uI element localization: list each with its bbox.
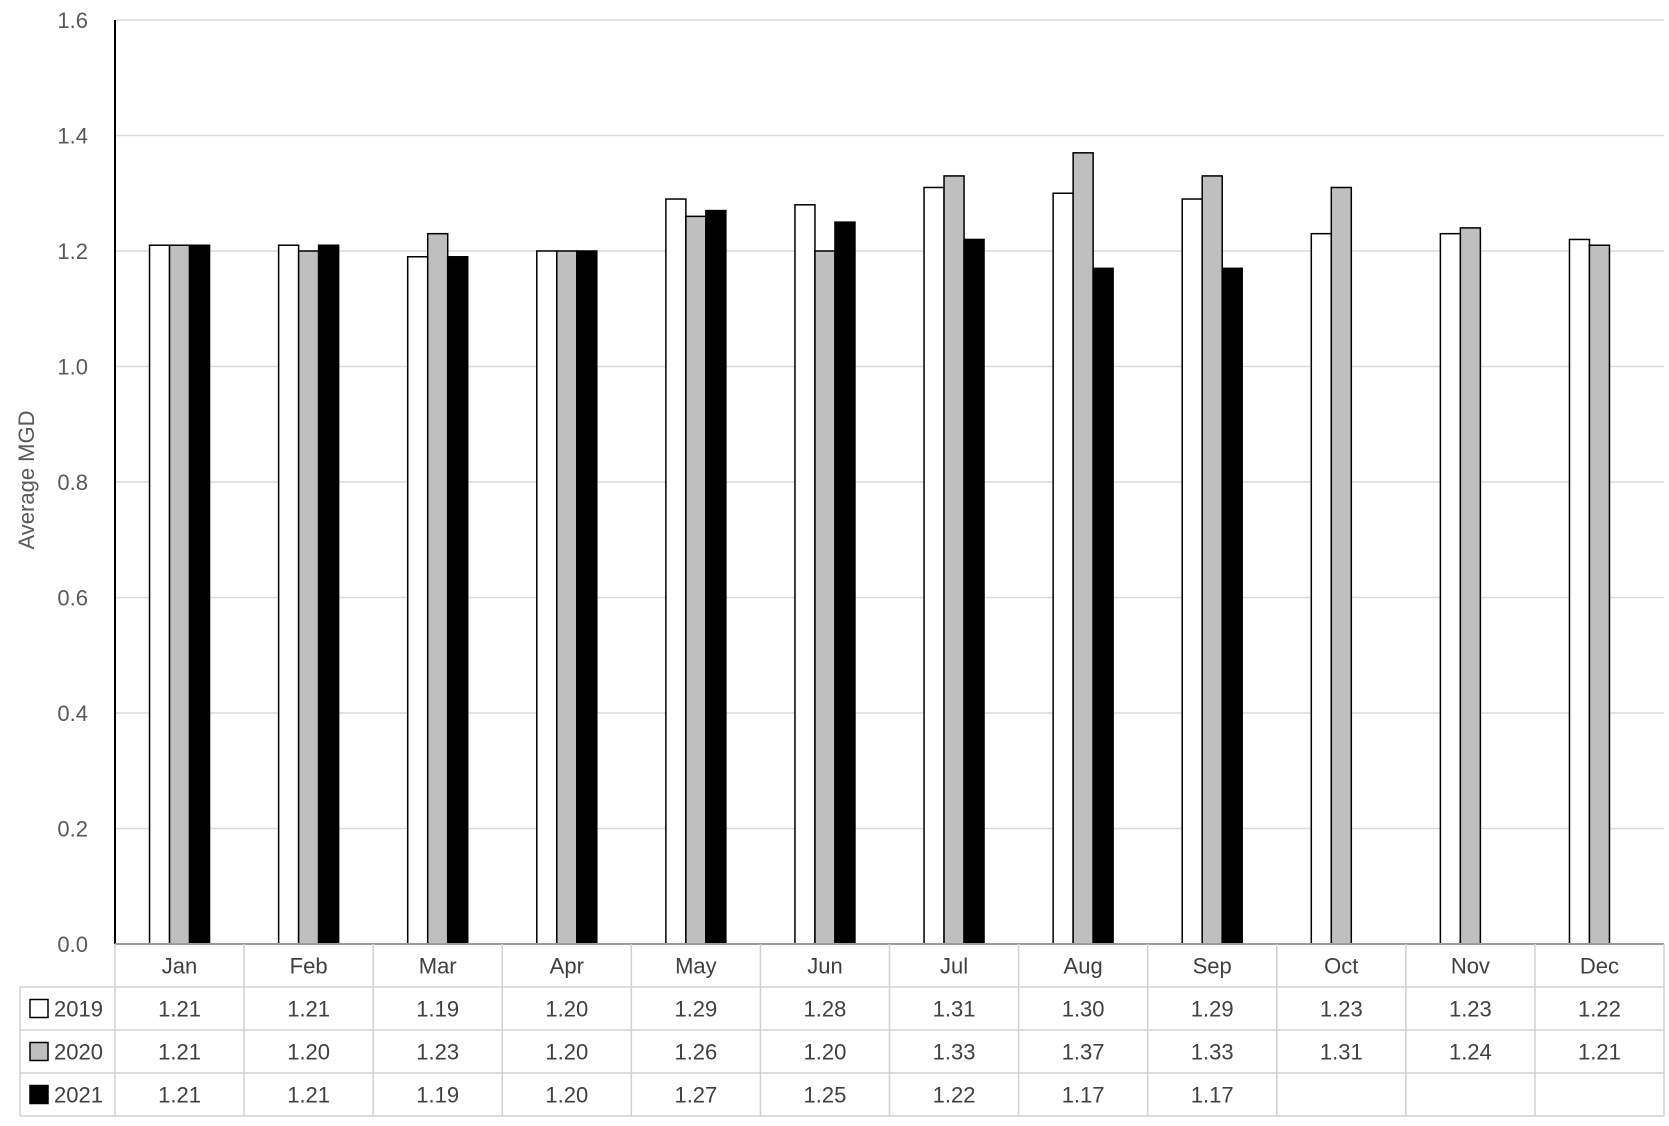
data-label-2021: 1.19 [416, 1083, 459, 1108]
x-tick-label: Jan [162, 954, 197, 979]
bar-2019-dec [1568, 238, 1591, 945]
data-label-2020: 1.37 [1062, 1040, 1105, 1065]
data-table: Jan Feb Mar Apr May Jun Jul Aug Sep Oct Nov Dec 2019… [19, 943, 1665, 1117]
data-label-2021: 1.21 [158, 1083, 201, 1108]
bar-2020-dec [1588, 244, 1611, 945]
y-tick-label: 0.4 [57, 701, 88, 726]
y-tick-label: 0.0 [57, 932, 88, 957]
x-tick-label: Dec [1580, 954, 1619, 979]
bar-2021-apr [576, 250, 598, 945]
y-tick-label: 0.8 [57, 470, 88, 495]
bar-2019-nov [1439, 232, 1462, 945]
bar-2021-jun [834, 221, 856, 945]
bar-2021-aug [1092, 267, 1114, 945]
data-label-2020: 1.33 [933, 1040, 976, 1065]
bar-2020-aug [1072, 152, 1094, 945]
x-tick-label: Mar [419, 954, 457, 979]
data-label-2021: 1.27 [674, 1083, 717, 1108]
data-label-2021: 1.20 [545, 1083, 588, 1108]
data-label-2020: 1.31 [1320, 1040, 1363, 1065]
y-tick-label: 1.4 [57, 124, 88, 149]
x-tick-label: Feb [290, 954, 328, 979]
x-tick-label: Apr [550, 954, 584, 979]
bar-2019-feb [277, 244, 300, 945]
y-tick-label: 1.2 [57, 239, 88, 264]
data-label-2020: 1.20 [804, 1040, 847, 1065]
data-label-2019: 1.23 [1449, 997, 1492, 1022]
data-label-2019: 1.23 [1320, 997, 1363, 1022]
bar-2019-mar [406, 256, 429, 945]
y-tick-label: 1.0 [57, 355, 88, 380]
legend-key-2020 [29, 1041, 49, 1062]
x-tick-label: Sep [1193, 954, 1232, 979]
legend-key-2021 [29, 1084, 49, 1105]
bar-2021-may [705, 209, 727, 945]
bar-2021-sep [1221, 267, 1243, 945]
data-label-2020: 1.21 [158, 1040, 201, 1065]
x-tick-label: May [675, 954, 717, 979]
legend-label-2019: 2019 [54, 997, 103, 1022]
bar-2020-oct [1330, 186, 1353, 945]
bar-2019-aug [1052, 192, 1074, 945]
x-tick-label: Jul [940, 954, 968, 979]
data-label-2021: 1.17 [1191, 1083, 1234, 1108]
data-label-2019: 1.29 [674, 997, 717, 1022]
gridlines [115, 19, 1664, 830]
y-tick-label: 1.6 [57, 8, 88, 33]
bar-2021-jul [963, 238, 985, 945]
legend-key-2019 [29, 998, 49, 1019]
data-label-2021: 1.22 [933, 1083, 976, 1108]
y-axis-title: Average MGD [14, 411, 39, 550]
bar-2020-feb [297, 250, 320, 945]
data-label-2020: 1.26 [674, 1040, 717, 1065]
legend-label-2021: 2021 [54, 1083, 103, 1108]
data-label-2019: 1.21 [287, 997, 330, 1022]
y-tick-label: 0.6 [57, 586, 88, 611]
data-label-2021: 1.25 [804, 1083, 847, 1108]
data-label-2020: 1.21 [1578, 1040, 1621, 1065]
bar-2020-nov [1459, 227, 1482, 945]
data-label-2019: 1.22 [1578, 997, 1621, 1022]
x-tick-label: Oct [1324, 954, 1358, 979]
data-label-2021: 1.21 [287, 1083, 330, 1108]
bar-2021-feb [317, 244, 340, 945]
bar-2020-jan [168, 244, 191, 945]
data-label-2020: 1.23 [416, 1040, 459, 1065]
bar-2020-sep [1201, 175, 1223, 945]
bar-2019-jun [794, 204, 816, 945]
x-tick-label: Jun [807, 954, 842, 979]
bar-2021-jan [188, 244, 211, 945]
data-label-2019: 1.21 [158, 997, 201, 1022]
bar-2020-apr [556, 250, 578, 945]
bar-2019-jan [148, 244, 171, 945]
bars [148, 152, 1611, 945]
bar-2019-oct [1310, 232, 1333, 945]
data-label-2021: 1.17 [1062, 1083, 1105, 1108]
bar-2019-apr [536, 250, 558, 945]
bar-2020-jul [943, 175, 965, 945]
data-label-2020: 1.24 [1449, 1040, 1492, 1065]
data-label-2019: 1.20 [545, 997, 588, 1022]
x-tick-label: Nov [1451, 954, 1490, 979]
bar-2019-sep [1181, 198, 1203, 945]
data-label-2019: 1.29 [1191, 997, 1234, 1022]
bar-2019-may [665, 198, 687, 945]
bar-2021-mar [446, 256, 469, 945]
data-label-2020: 1.33 [1191, 1040, 1234, 1065]
data-label-2019: 1.19 [416, 997, 459, 1022]
bar-2019-jul [923, 186, 945, 945]
data-label-2019: 1.31 [933, 997, 976, 1022]
data-label-2020: 1.20 [545, 1040, 588, 1065]
legend-label-2020: 2020 [54, 1040, 103, 1065]
data-label-2019: 1.30 [1062, 997, 1105, 1022]
data-label-2020: 1.20 [287, 1040, 330, 1065]
x-tick-label: Aug [1064, 954, 1103, 979]
bar-2020-may [685, 215, 707, 945]
y-tick-label: 0.2 [57, 817, 88, 842]
bar-2020-mar [426, 232, 449, 945]
bar-2020-jun [814, 250, 836, 945]
data-label-2019: 1.28 [804, 997, 847, 1022]
